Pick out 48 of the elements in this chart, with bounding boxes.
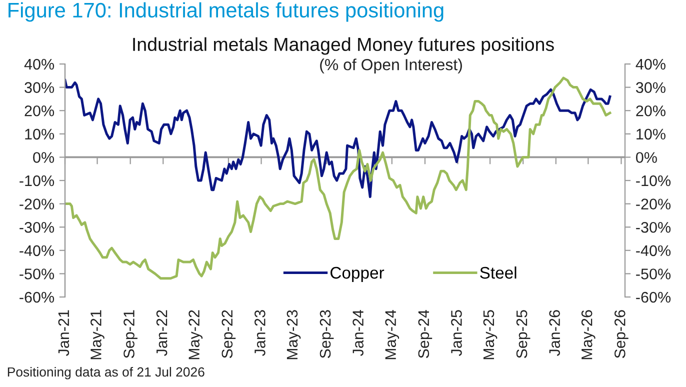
y-tick-label: -30% [20, 222, 54, 233]
x-tick-label: Jan-21 [58, 310, 70, 356]
y-tick-label: -10% [20, 175, 54, 186]
x-tick-label: Sep-26 [614, 310, 628, 358]
y2-tick-label: 20% [636, 105, 666, 116]
line-series [65, 76, 612, 280]
y2-tick-label: -10% [636, 175, 671, 186]
x-tick-label: Sep-21 [124, 310, 138, 358]
y2-tick-label: 40% [636, 58, 666, 70]
x-tick-label: May-25 [483, 310, 498, 360]
y2-tick-label: 10% [636, 128, 666, 140]
y-tick-label: 10% [25, 128, 54, 140]
x-tick-label: Sep-24 [418, 310, 432, 358]
y-tick-label: 40% [24, 58, 54, 70]
y-tick-label: 30% [24, 82, 54, 93]
chart-title: Industrial metals Managed Money futures positions [133, 37, 554, 55]
y2-tick-label: -20% [636, 198, 671, 210]
x-tick-label: May-24 [385, 310, 400, 360]
y2-tick-label: 30% [636, 82, 666, 93]
y-tick-label: -20% [20, 198, 54, 210]
x-tick-label: Sep-22 [222, 310, 236, 358]
text: Positioning data as of 21 Jul 2026 [8, 366, 204, 380]
x-tick-label: May-22 [188, 310, 203, 360]
x-tick-label: Sep-23 [320, 310, 334, 358]
x-tick-label: Jan-22 [156, 310, 168, 356]
x-tick-label: May-21 [90, 310, 104, 360]
y-tick-label: -60% [20, 292, 54, 303]
caption: Figure 170: Industrial metals futures positioning [8, 2, 444, 22]
line-series [65, 79, 612, 198]
y2-tick-label: -40% [636, 245, 671, 256]
x-tick-label: May-23 [286, 310, 301, 360]
legend-label: Copper [330, 266, 384, 282]
x-tick-label: Jan-24 [352, 310, 364, 356]
x-tick-label: Sep-25 [516, 310, 530, 358]
y2-tick-label: -50% [636, 268, 671, 280]
y-tick-label: 0% [33, 152, 54, 163]
chart-subtitle: (% of Open Interest) [320, 58, 462, 74]
legend-label: Steel [480, 266, 516, 279]
x-tick-label: Jan-25 [451, 310, 462, 356]
x-tick-label: Jan-26 [549, 310, 560, 356]
y2-tick-label: -60% [636, 292, 671, 303]
x-tick-label: May-26 [581, 310, 596, 360]
y2-tick-label: 0% [636, 152, 657, 163]
y2-tick-label: -30% [636, 222, 671, 233]
y-tick-label: 20% [24, 105, 54, 116]
y-tick-label: -40% [20, 245, 54, 256]
y-tick-label: -50% [20, 268, 54, 280]
x-tick-label: Jan-23 [254, 310, 266, 356]
